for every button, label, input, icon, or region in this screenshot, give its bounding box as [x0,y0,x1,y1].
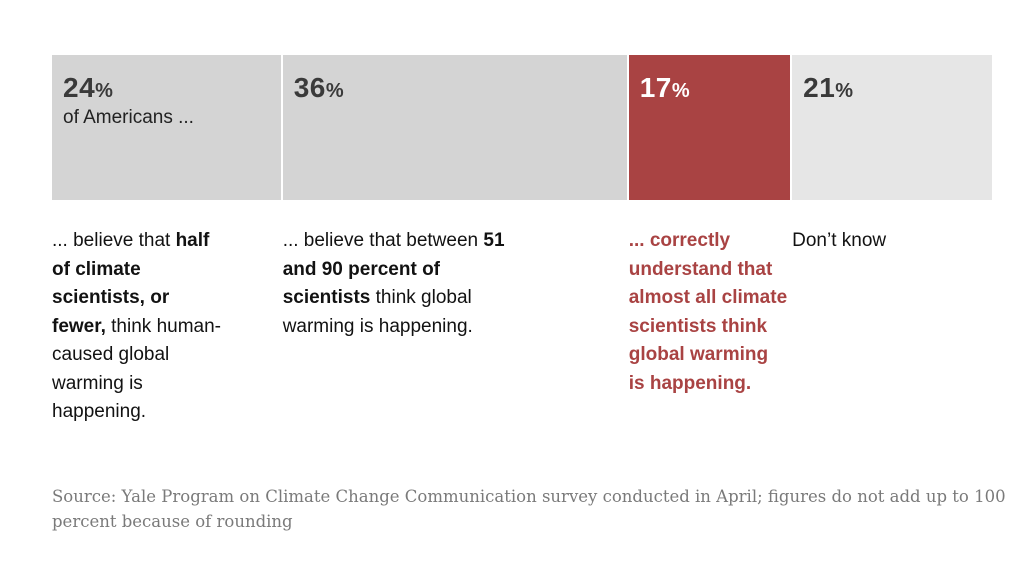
segment-caption-dont-know: Don’t know [792,227,972,256]
percent-label: 36% [294,72,344,107]
caption-text: think human-caused global warming is hap… [52,315,221,423]
caption-text: Don’t know [792,230,887,251]
percent-value: 36 [293,72,326,103]
intro-label: of Americans ... [63,107,194,128]
percent-label: 21% [803,72,853,107]
caption-text: ... believe that [52,230,176,251]
bar-segment-half-or-fewer: 24% of Americans ... [52,55,281,200]
bar-segment-51-to-90: 36% [282,55,627,200]
stacked-percent-bar-chart: 24% of Americans ... 36% 17% 21% ... bel… [52,55,992,427]
percent-value: 24 [63,72,96,103]
percent-unit: % [671,80,691,102]
caption-emphasis: half of climate scientists, or fewer, [52,230,210,337]
percent-value: 21 [803,72,836,103]
percent-label: 24% [63,72,113,107]
caption-text: ... believe that between [282,230,484,251]
percent-unit: % [325,80,345,102]
percent-value: 17 [639,72,672,103]
segment-caption-51-to-90: ... believe that between 51 and 90 perce… [283,227,508,341]
bar-segment-almost-all: 17% [628,55,791,200]
segment-caption-almost-all: ... correctly understand that almost all… [629,227,789,398]
percent-unit: % [95,80,114,102]
caption-emphasis: ... correctly understand that almost all… [628,230,788,394]
percent-label: 17% [640,72,690,107]
bar-segment-dont-know: 21% [792,55,992,200]
percent-unit: % [835,80,854,102]
source-note: Source: Yale Program on Climate Change C… [52,487,1006,531]
segment-caption-half-or-fewer: ... believe that half of climate scienti… [52,227,222,427]
caption-text: think global warming is happening. [282,287,473,337]
caption-emphasis: 51 and 90 percent of scientists [282,230,505,308]
